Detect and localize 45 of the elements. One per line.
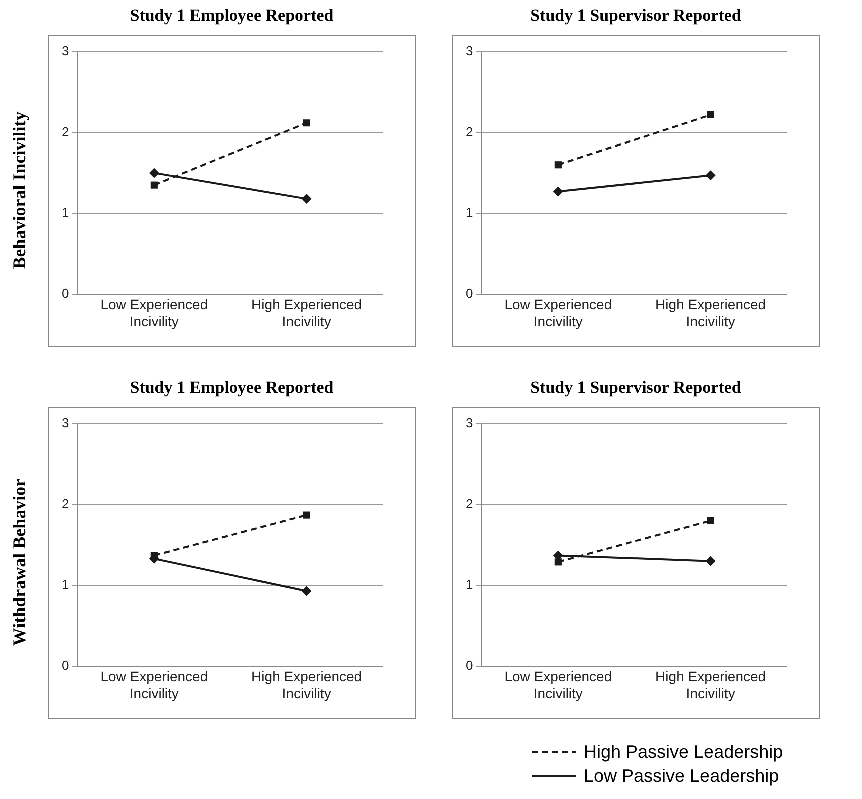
x-tick-label: High Experienced Incivility: [656, 296, 766, 330]
point: [554, 558, 562, 566]
y-tick-label: 2: [466, 124, 474, 140]
x-tick-label: Low Experienced Incivility: [504, 296, 612, 330]
chart-title: Study 1 Employee Reported: [129, 6, 335, 26]
y-tick-label: 3: [466, 416, 474, 431]
y-tick-label: 2: [62, 496, 70, 512]
point: [706, 556, 716, 566]
legend-label: High Passive Leadership: [584, 742, 784, 762]
chart-title: Study 1 Supervisor Reported: [530, 378, 742, 398]
y-axis-title: Behavioral Incivility: [10, 110, 30, 272]
y-tick-label: 3: [62, 416, 70, 431]
x-tick-label: High Experienced Incivility: [252, 296, 362, 330]
x-tick-label: Low Experienced Incivility: [100, 296, 208, 330]
point: [303, 120, 310, 127]
y-tick-label: 0: [466, 286, 474, 301]
chart-title: Study 1 Employee Reported: [129, 378, 335, 398]
x-tick-label: High Experienced Incivility: [656, 668, 766, 702]
point: [302, 194, 312, 204]
chart-title: Study 1 Supervisor Reported: [530, 6, 742, 26]
point: [554, 162, 562, 169]
y-tick-label: 0: [466, 658, 474, 673]
y-tick-label: 0: [62, 286, 70, 301]
y-tick-label: 0: [62, 658, 70, 673]
point: [707, 111, 714, 119]
y-tick-label: 1: [466, 205, 474, 220]
y-tick-label: 2: [466, 496, 474, 512]
y-tick-label: 3: [466, 44, 474, 59]
point: [150, 182, 158, 189]
x-tick-label: Low Experienced Incivility: [100, 668, 208, 702]
point: [553, 186, 564, 197]
y-tick-label: 1: [62, 205, 70, 220]
legend-label: Low Passive Leadership: [584, 766, 780, 786]
point: [707, 517, 714, 524]
y-tick-label: 1: [466, 577, 474, 592]
point: [149, 168, 160, 178]
x-tick-label: Low Experienced Incivility: [504, 668, 612, 702]
y-tick-label: 3: [62, 44, 70, 59]
point: [706, 170, 716, 181]
x-tick-label: High Experienced Incivility: [252, 668, 362, 702]
y-tick-label: 2: [62, 124, 70, 140]
point: [302, 586, 312, 596]
point: [303, 512, 310, 519]
y-tick-label: 1: [62, 577, 70, 592]
y-axis-title: Withdrawal Behavior: [10, 478, 30, 648]
